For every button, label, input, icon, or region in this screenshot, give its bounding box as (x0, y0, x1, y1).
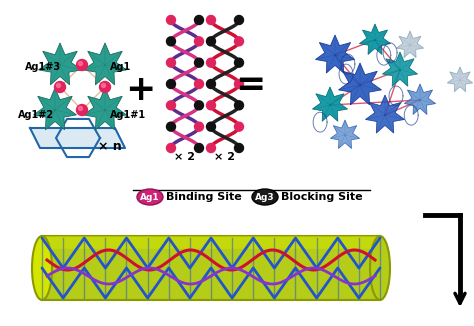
Circle shape (235, 143, 244, 153)
FancyBboxPatch shape (42, 236, 380, 300)
Circle shape (76, 105, 88, 115)
Circle shape (207, 58, 216, 67)
Text: Blocking Site: Blocking Site (281, 192, 363, 202)
Polygon shape (365, 95, 404, 133)
Circle shape (207, 101, 216, 110)
Circle shape (194, 58, 203, 67)
Polygon shape (316, 35, 355, 73)
Polygon shape (30, 128, 125, 148)
Text: Ag1#1: Ag1#1 (110, 110, 146, 120)
Circle shape (235, 122, 244, 131)
Circle shape (79, 107, 82, 111)
Circle shape (194, 16, 203, 24)
Circle shape (207, 80, 216, 88)
Polygon shape (38, 43, 82, 85)
Polygon shape (330, 120, 360, 149)
Text: Binding Site: Binding Site (166, 192, 242, 202)
Polygon shape (83, 43, 127, 85)
Text: × 2: × 2 (215, 152, 236, 162)
Circle shape (166, 58, 175, 67)
Circle shape (194, 143, 203, 153)
Circle shape (235, 58, 244, 67)
Text: Ag1#2: Ag1#2 (18, 110, 54, 120)
Polygon shape (396, 31, 424, 58)
Circle shape (166, 143, 175, 153)
FancyBboxPatch shape (42, 236, 380, 249)
Polygon shape (312, 87, 347, 121)
Circle shape (79, 62, 82, 66)
Polygon shape (83, 88, 127, 130)
Circle shape (101, 83, 106, 87)
Circle shape (100, 82, 110, 93)
Polygon shape (34, 88, 76, 130)
Circle shape (235, 16, 244, 24)
Circle shape (207, 37, 216, 46)
Text: Ag1: Ag1 (140, 192, 160, 201)
Text: × n: × n (98, 140, 122, 153)
Polygon shape (383, 52, 418, 86)
Circle shape (166, 16, 175, 24)
Text: Ag1: Ag1 (110, 62, 131, 72)
Text: Ag1#3: Ag1#3 (25, 62, 61, 72)
Circle shape (166, 122, 175, 131)
Circle shape (194, 101, 203, 110)
Ellipse shape (252, 189, 278, 205)
Ellipse shape (137, 189, 163, 205)
Circle shape (207, 122, 216, 131)
Circle shape (166, 101, 175, 110)
Polygon shape (338, 63, 382, 105)
Polygon shape (447, 67, 473, 92)
Text: =: = (235, 68, 265, 102)
Circle shape (194, 37, 203, 46)
Text: +: + (125, 73, 155, 107)
Circle shape (55, 82, 65, 93)
Ellipse shape (370, 236, 390, 300)
Text: Ag3: Ag3 (255, 192, 275, 201)
Circle shape (207, 16, 216, 24)
Text: × 2: × 2 (174, 152, 195, 162)
Circle shape (76, 60, 88, 70)
Circle shape (56, 83, 61, 87)
Polygon shape (404, 84, 436, 114)
Circle shape (207, 143, 216, 153)
Circle shape (194, 80, 203, 88)
Circle shape (235, 37, 244, 46)
Circle shape (166, 37, 175, 46)
Circle shape (166, 80, 175, 88)
Circle shape (194, 122, 203, 131)
Circle shape (235, 101, 244, 110)
Circle shape (235, 80, 244, 88)
Ellipse shape (32, 236, 52, 300)
Polygon shape (359, 24, 391, 54)
